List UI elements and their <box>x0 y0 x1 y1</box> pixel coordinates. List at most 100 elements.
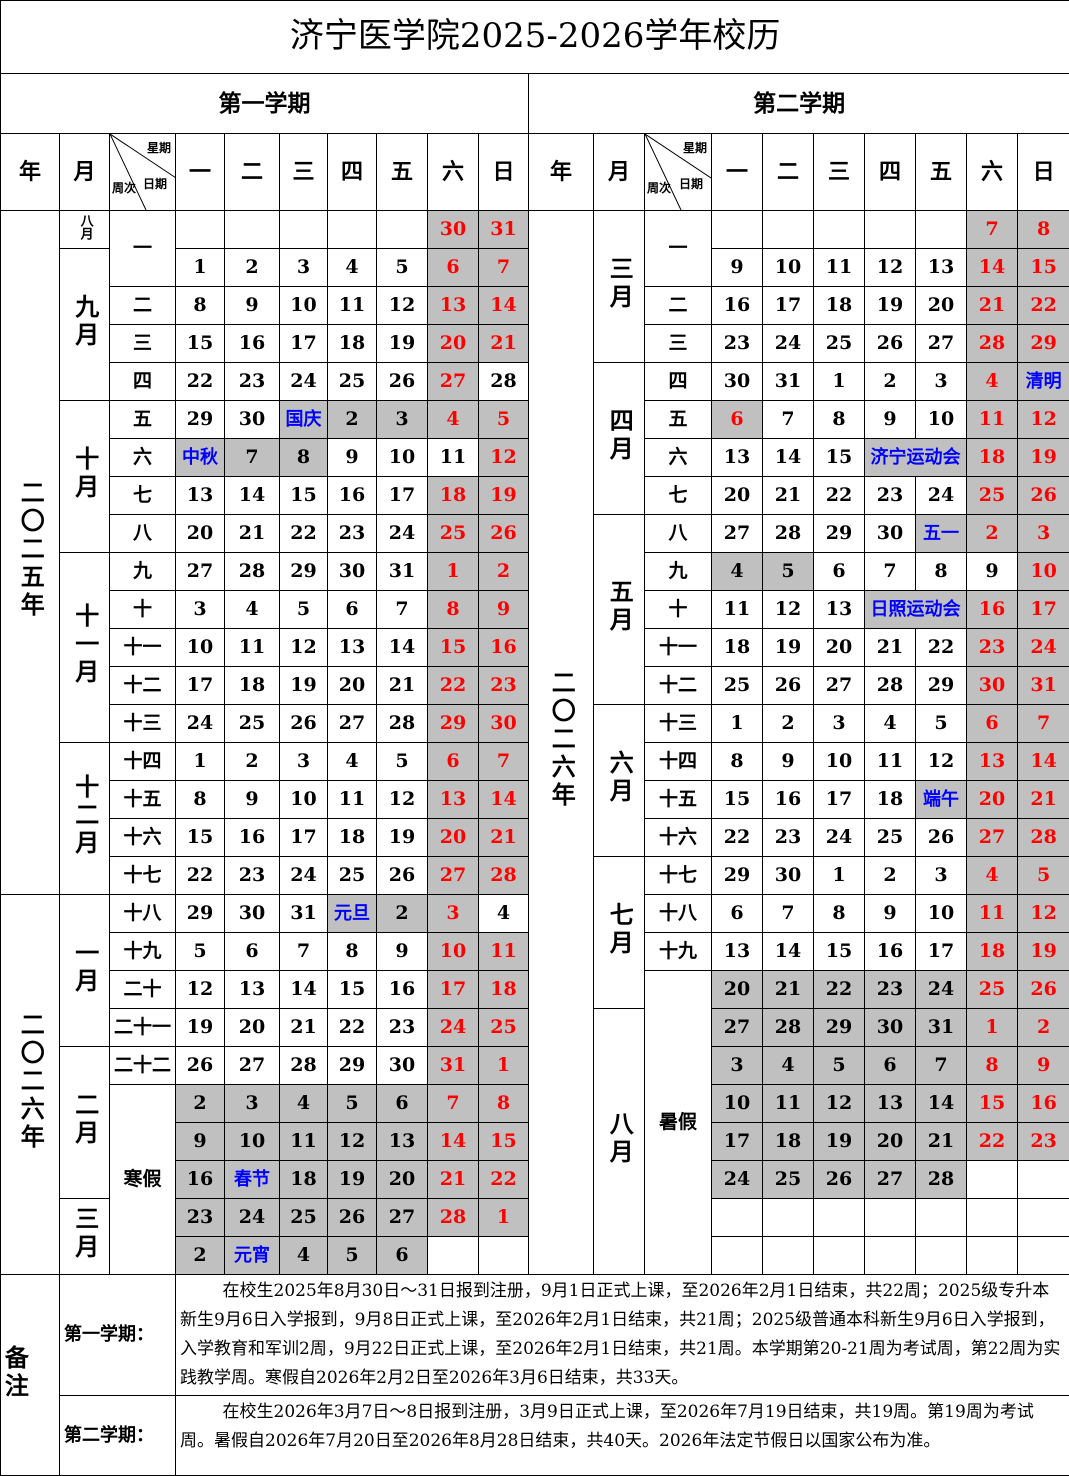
day-cell: 14 <box>225 477 280 515</box>
week-label: 二十一 <box>110 1009 176 1047</box>
week-label: 五 <box>645 401 712 439</box>
day-cell <box>225 211 280 249</box>
day-cell: 23 <box>763 819 814 857</box>
week-label: 十八 <box>110 895 176 933</box>
day-cell <box>916 211 967 249</box>
day-cell: 24 <box>916 477 967 515</box>
week-label: 四 <box>110 363 176 401</box>
day-cell: 12 <box>176 971 225 1009</box>
day-cell: 14 <box>1018 743 1069 781</box>
day-cell: 31 <box>1018 667 1069 705</box>
day-cell: 19 <box>479 477 529 515</box>
day-cell: 14 <box>967 249 1018 287</box>
day-cell: 18 <box>328 819 377 857</box>
day-cell: 22 <box>479 1161 529 1199</box>
day-cell: 6 <box>712 401 763 439</box>
week-label: 十五 <box>110 781 176 819</box>
month-label-text: 七月 <box>606 902 632 958</box>
diagonal-label: 周次 <box>112 182 136 195</box>
month-label: 六月 <box>594 705 645 857</box>
day-cell: 3 <box>428 895 479 933</box>
month-label-text: 八月 <box>77 214 91 240</box>
day-cell: 30 <box>225 401 280 439</box>
day-cell: 5 <box>1018 857 1069 895</box>
day-cell: 7 <box>479 743 529 781</box>
day-cell: 13 <box>428 781 479 819</box>
day-cell: 2 <box>865 857 916 895</box>
day-cell: 3 <box>1018 515 1069 553</box>
week-label: 十 <box>110 591 176 629</box>
month-label: 十二月 <box>60 743 110 895</box>
day-cell: 10 <box>176 629 225 667</box>
day-cell: 29 <box>328 1047 377 1085</box>
day-cell: 17 <box>712 1123 763 1161</box>
day-cell: 22 <box>712 819 763 857</box>
day-cell: 6 <box>428 743 479 781</box>
month-label-text: 十二月 <box>71 774 97 858</box>
day-cell: 18 <box>428 477 479 515</box>
day-cell <box>176 211 225 249</box>
day-cell <box>763 1237 814 1275</box>
day-cell: 25 <box>865 819 916 857</box>
day-cell: 12 <box>865 249 916 287</box>
month-label: 三月 <box>60 1199 110 1275</box>
holiday-cell: 元旦 <box>328 895 377 933</box>
day-cell: 5 <box>280 591 328 629</box>
day-cell: 10 <box>916 895 967 933</box>
month-label: 八月 <box>594 1009 645 1275</box>
day-cell: 12 <box>1018 401 1069 439</box>
day-cell: 28 <box>377 705 428 743</box>
day-cell: 22 <box>814 477 865 515</box>
note-row: 第二学期：在校生2026年3月7日～8日报到注册，3月9日正式上课，至2026年… <box>1 1396 1069 1476</box>
month-label-text: 三月 <box>71 1206 97 1262</box>
day-cell: 27 <box>428 363 479 401</box>
month-label: 十一月 <box>60 553 110 743</box>
day-cell: 1 <box>814 363 865 401</box>
month-label-text: 八月 <box>606 1111 632 1167</box>
day-cell: 17 <box>377 477 428 515</box>
weekday-header: 三 <box>814 134 865 211</box>
day-cell: 2 <box>225 743 280 781</box>
day-cell <box>967 1199 1018 1237</box>
day-cell <box>865 1237 916 1275</box>
day-cell: 27 <box>814 667 865 705</box>
day-cell: 7 <box>479 249 529 287</box>
day-cell: 12 <box>763 591 814 629</box>
day-cell: 9 <box>865 895 916 933</box>
week-label: 十六 <box>645 819 712 857</box>
day-cell: 15 <box>1018 249 1069 287</box>
diagonal-label: 日期 <box>679 178 703 191</box>
day-cell: 25 <box>712 667 763 705</box>
day-cell: 29 <box>814 1009 865 1047</box>
day-cell: 21 <box>1018 781 1069 819</box>
day-cell: 2 <box>328 401 377 439</box>
day-cell <box>328 211 377 249</box>
week-label: 十七 <box>110 857 176 895</box>
day-cell: 8 <box>712 743 763 781</box>
day-cell: 21 <box>479 819 529 857</box>
day-cell: 26 <box>814 1161 865 1199</box>
day-cell: 5 <box>763 553 814 591</box>
day-cell: 19 <box>865 287 916 325</box>
week-label: 六 <box>110 439 176 477</box>
day-cell: 18 <box>763 1123 814 1161</box>
day-cell: 3 <box>280 743 328 781</box>
day-cell: 19 <box>377 819 428 857</box>
weekday-header: 一 <box>712 134 763 211</box>
weekday-header: 四 <box>328 134 377 211</box>
day-cell: 4 <box>328 743 377 781</box>
day-cell: 15 <box>479 1123 529 1161</box>
day-cell: 17 <box>916 933 967 971</box>
day-cell: 16 <box>763 781 814 819</box>
day-cell: 16 <box>328 477 377 515</box>
month-label: 七月 <box>594 857 645 1009</box>
day-cell: 20 <box>328 667 377 705</box>
day-cell: 2 <box>1018 1009 1069 1047</box>
day-cell: 11 <box>479 933 529 971</box>
day-cell: 29 <box>814 515 865 553</box>
day-cell: 21 <box>763 971 814 1009</box>
day-cell: 26 <box>916 819 967 857</box>
diagonal-label: 星期 <box>147 142 171 155</box>
week-label: 二十二 <box>110 1047 176 1085</box>
